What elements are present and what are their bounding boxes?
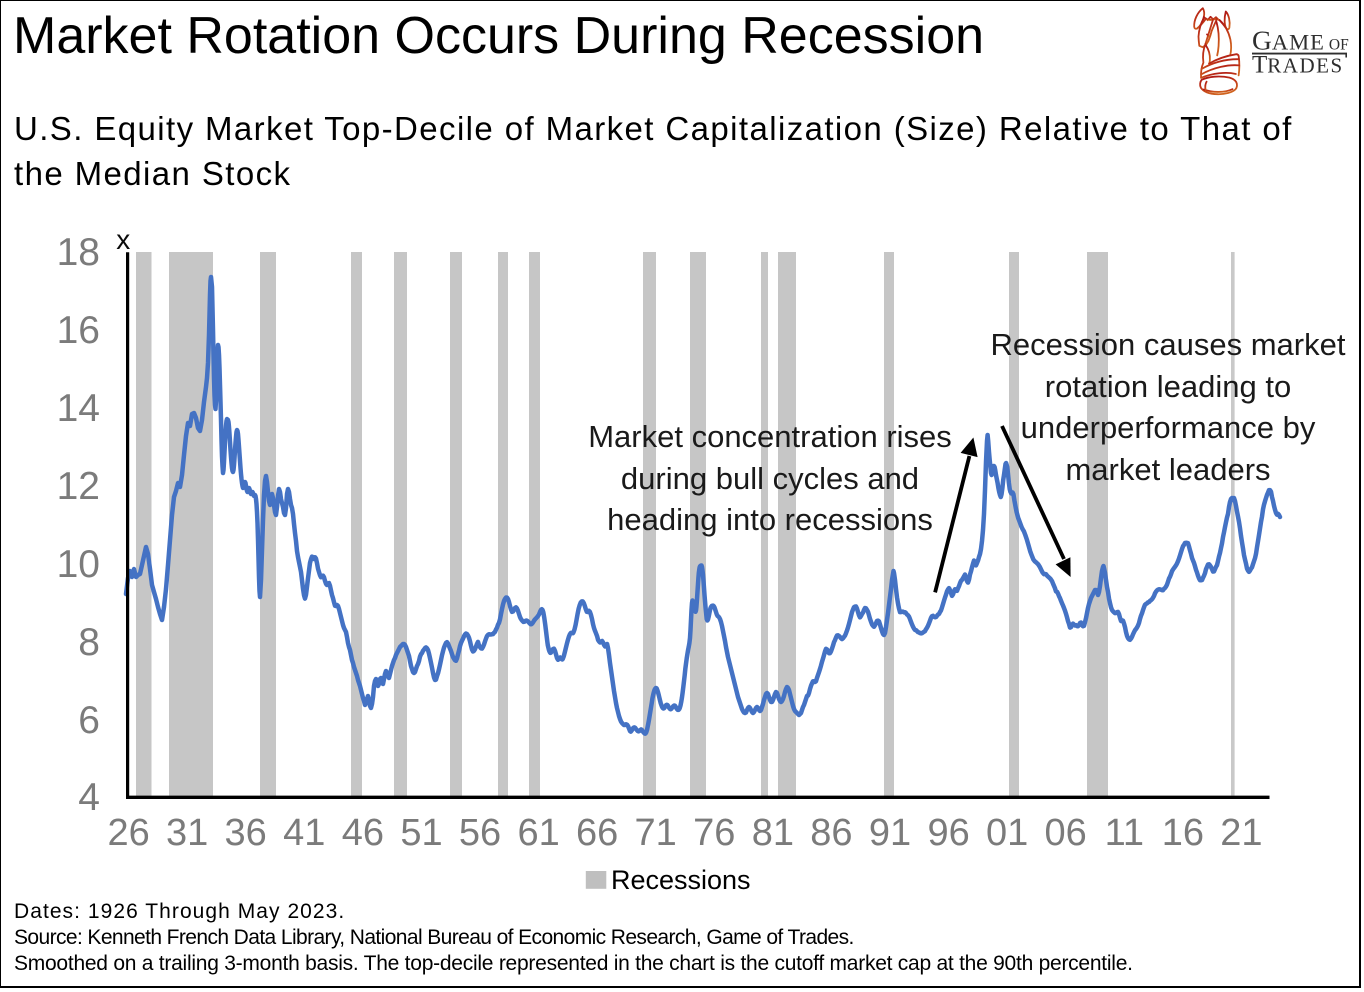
svg-text:TRADES: TRADES xyxy=(1252,52,1344,79)
